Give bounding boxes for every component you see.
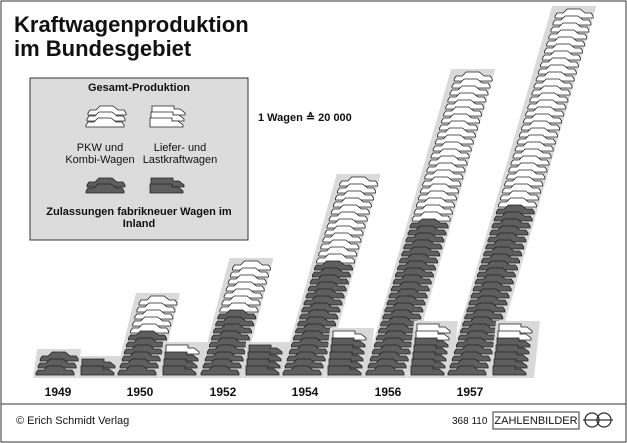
truck-icon: [327, 365, 362, 376]
production-stack: [411, 71, 493, 222]
car-icon: [117, 365, 157, 376]
legend-label: Liefer- und Lastkraftwagen: [142, 142, 218, 166]
logo: [583, 412, 613, 428]
registration-stack: [282, 260, 353, 376]
car-icon: [200, 365, 240, 376]
truck-icon: [410, 365, 445, 376]
registration-stack: [35, 351, 79, 376]
production-stack: [219, 260, 271, 313]
x-tick-label: 1950: [127, 385, 154, 399]
production-stack: [130, 295, 178, 334]
legend-heading: Zulassungen fabrikneuer Wagen im Inland: [46, 206, 232, 230]
registration-stack: [365, 218, 449, 376]
brand: ZAHLENBILDER: [494, 415, 577, 427]
registration-stack: [162, 351, 199, 376]
production-stack: [498, 8, 594, 208]
registration-stack: [327, 337, 366, 376]
truck-icon: [245, 365, 280, 376]
source: © Erich Schmidt Verlag: [16, 415, 129, 427]
legend-heading: Gesamt-Produktion: [87, 82, 191, 94]
x-tick-label: 1954: [292, 385, 319, 399]
truck-icon: [162, 365, 197, 376]
truck-icon: [149, 183, 184, 194]
truck-icon: [80, 365, 115, 376]
x-tick-label: 1957: [457, 385, 484, 399]
x-tick-label: 1952: [210, 385, 237, 399]
truck-icon: [492, 365, 527, 376]
code: 368 110: [452, 416, 488, 427]
registration-stack: [245, 344, 283, 376]
legend-label: PKW und Kombi-Wagen: [65, 142, 135, 166]
car-icon: [365, 365, 405, 376]
brand-box: [492, 411, 580, 430]
registration-stack: [447, 204, 535, 376]
car-icon: [35, 365, 75, 376]
registration-stack: [200, 309, 257, 376]
unit-note: 1 Wagen ≙ 20 000: [258, 111, 352, 124]
chart-title: Kraftwagenproduktion: [14, 12, 249, 37]
registration-stack: [117, 330, 167, 376]
truck-icon: [149, 117, 184, 128]
registration-stack: [410, 337, 449, 376]
legend-box: [29, 77, 249, 241]
chart-title: im Bundesgebiet: [14, 36, 192, 61]
x-tick-label: 1956: [375, 385, 402, 399]
car-icon: [447, 365, 487, 376]
x-tick-label: 1949: [45, 385, 72, 399]
car-icon: [85, 183, 125, 194]
car-icon: [85, 117, 125, 128]
registration-stack: [80, 358, 116, 376]
registration-stack: [492, 337, 531, 376]
car-icon: [282, 365, 322, 376]
production-stack: [316, 176, 379, 264]
